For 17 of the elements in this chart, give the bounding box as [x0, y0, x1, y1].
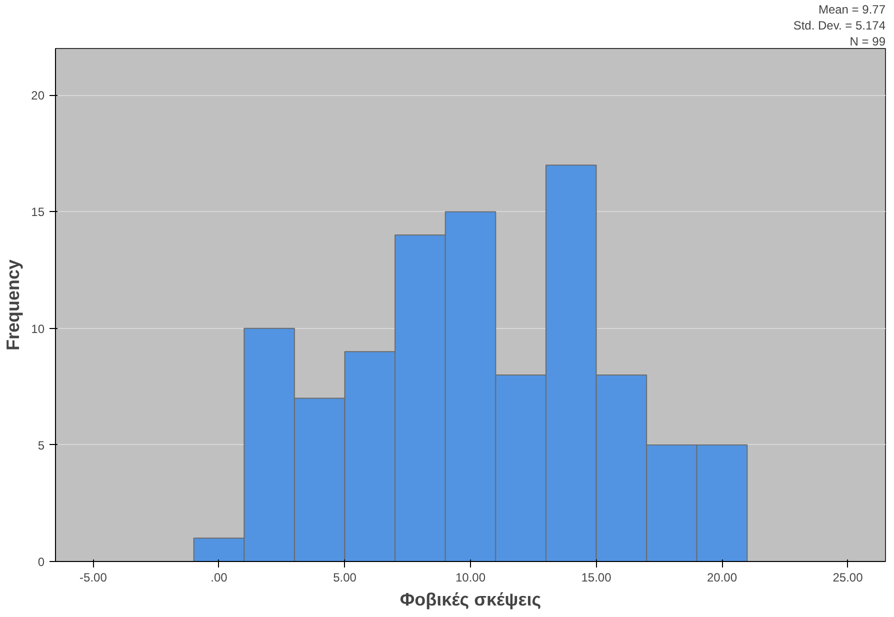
- y-tick-label: 5: [38, 438, 45, 452]
- x-tick-label: -5.00: [80, 570, 108, 584]
- x-tick-label: 20.00: [707, 570, 738, 584]
- x-tick-label: 25.00: [832, 570, 864, 584]
- x-tick-label: 15.00: [581, 570, 612, 584]
- y-tick-label: 10: [31, 322, 45, 336]
- y-tick-label: 20: [31, 88, 45, 103]
- text: Std. Dev. = 5.174: [793, 18, 886, 32]
- text: N = 99: [850, 34, 886, 48]
- y-axis-title: Frequency: [3, 259, 24, 351]
- x-tick-label: 10.00: [455, 570, 486, 584]
- x-tick-label: 5.00: [333, 570, 357, 584]
- y-tick-label: 15: [31, 205, 45, 220]
- text: Mean = 9.77: [818, 2, 886, 16]
- x-axis-title: Φοβικές σκέψεις: [400, 590, 542, 610]
- x-tick-label: .00: [210, 570, 228, 584]
- y-tick-label: 0: [38, 555, 45, 569]
